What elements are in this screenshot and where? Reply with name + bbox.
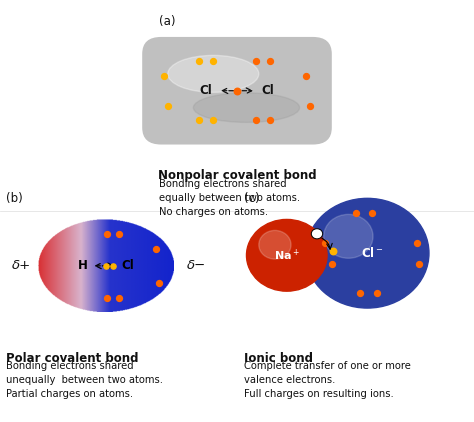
Circle shape: [246, 219, 327, 291]
Point: [233, 87, 241, 94]
Point: [307, 102, 314, 109]
FancyBboxPatch shape: [142, 37, 332, 144]
Point: [102, 262, 109, 269]
Point: [195, 58, 203, 65]
Point: [416, 260, 423, 267]
Text: δ−: δ−: [187, 260, 207, 272]
Point: [103, 231, 110, 238]
Text: Nonpolar covalent bond: Nonpolar covalent bond: [158, 169, 316, 182]
Text: Ionic bond: Ionic bond: [244, 352, 313, 365]
Text: (a): (a): [159, 15, 175, 28]
Text: Polar covalent bond: Polar covalent bond: [6, 352, 138, 365]
Text: (b): (b): [6, 192, 22, 205]
Point: [413, 239, 421, 246]
Point: [373, 290, 381, 297]
Circle shape: [259, 230, 291, 259]
Circle shape: [311, 229, 323, 239]
Text: Cl: Cl: [262, 84, 274, 97]
Point: [328, 260, 336, 267]
Point: [103, 294, 110, 301]
Text: Complete transfer of one or more
valence electrons.
Full charges on resulting io: Complete transfer of one or more valence…: [244, 361, 411, 399]
Text: Bonding electrons shared
equally between two atoms.
No charges on atoms.: Bonding electrons shared equally between…: [159, 179, 300, 217]
Point: [155, 279, 163, 286]
Text: Na$^+$: Na$^+$: [274, 248, 300, 263]
Point: [252, 117, 260, 124]
Point: [153, 246, 160, 252]
Point: [210, 117, 217, 124]
Point: [266, 117, 274, 124]
Text: Cl$^-$: Cl$^-$: [361, 246, 383, 260]
Text: H: H: [78, 260, 88, 272]
Circle shape: [324, 214, 373, 258]
Text: Bonding electrons shared
unequally  between two atoms.
Partial charges on atoms.: Bonding electrons shared unequally betwe…: [6, 361, 163, 399]
Point: [266, 58, 274, 65]
Text: δ+: δ+: [12, 260, 31, 272]
Point: [321, 239, 328, 246]
Point: [160, 73, 167, 79]
Point: [115, 231, 122, 238]
Point: [368, 210, 376, 216]
Point: [195, 117, 203, 124]
Point: [252, 58, 260, 65]
Point: [115, 294, 122, 301]
Ellipse shape: [193, 93, 300, 122]
Circle shape: [306, 198, 429, 308]
Point: [302, 73, 310, 79]
Ellipse shape: [168, 55, 259, 92]
Point: [329, 248, 337, 254]
Point: [109, 262, 117, 269]
Point: [356, 290, 364, 297]
Text: (c): (c): [244, 192, 260, 205]
Point: [210, 58, 217, 65]
Point: [352, 210, 359, 216]
Text: Cl: Cl: [122, 260, 134, 272]
Text: Cl: Cl: [200, 84, 212, 97]
Point: [164, 102, 172, 109]
